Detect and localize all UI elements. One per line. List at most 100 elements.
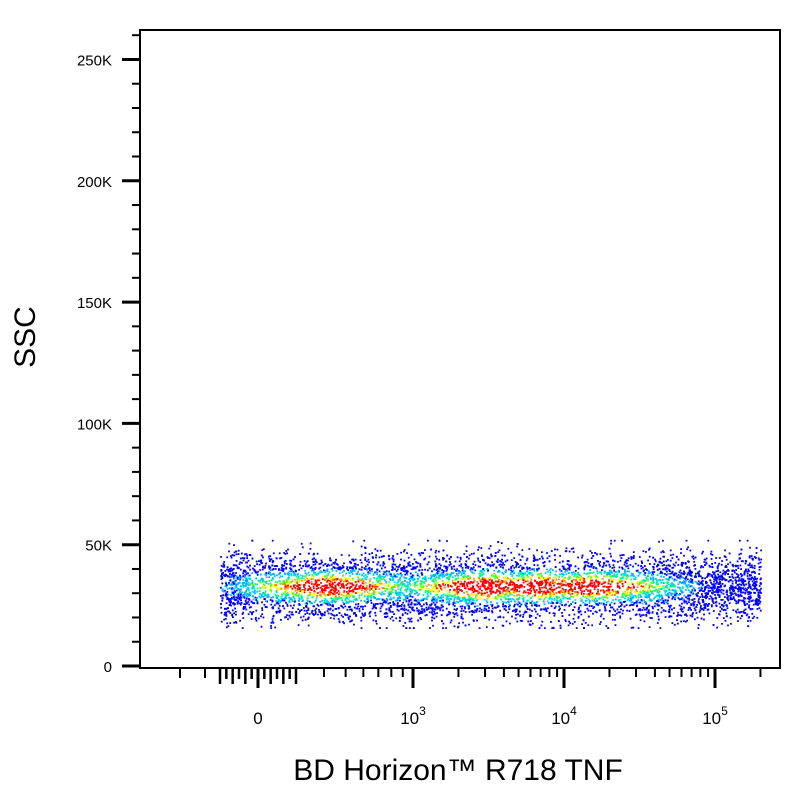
event-point [581,590,583,593]
event-point [288,614,290,617]
event-point [263,567,266,569]
event-point [747,593,750,596]
event-point [462,572,465,575]
event-point [748,555,751,557]
event-point [634,576,637,579]
event-point [639,601,642,604]
event-point [427,607,430,610]
event-point [593,606,596,608]
event-point [294,579,296,581]
event-point [464,606,466,609]
event-point [286,614,288,617]
event-point [397,573,400,576]
event-point [545,596,548,598]
event-point [392,601,395,603]
event-point [231,587,233,590]
event-point [236,567,239,570]
event-point [452,591,454,593]
event-point [637,591,640,593]
event-point [346,614,349,616]
event-point [303,589,306,591]
event-point [287,548,289,551]
event-point [333,598,335,601]
event-point [753,578,755,581]
event-point [496,577,499,579]
event-point [401,614,404,617]
event-point [228,599,230,602]
event-point [518,566,520,569]
event-point [692,557,695,560]
event-point [698,611,701,613]
event-point [582,593,584,596]
event-point [632,556,635,559]
event-point [673,585,676,588]
event-point [656,574,659,576]
event-point [229,612,232,614]
event-point [502,562,504,564]
event-point [664,616,667,618]
event-point [591,579,594,582]
event-point [709,552,712,555]
event-point [688,601,690,604]
event-point [344,577,347,579]
event-point [538,567,540,570]
event-point [435,580,437,582]
event-point [461,617,464,620]
event-point [245,601,248,604]
event-point [450,594,452,597]
event-point [413,583,416,586]
event-point [430,577,432,580]
event-point [665,601,668,603]
event-point [701,582,704,585]
event-point [307,594,309,597]
event-point [519,619,522,622]
event-point [535,605,538,607]
event-point [420,581,423,583]
event-point [326,584,328,587]
event-point [753,567,756,570]
event-point [740,575,743,578]
event-point [740,560,743,563]
event-point [468,623,470,626]
event-point [644,565,646,567]
data-points [220,539,763,629]
event-point [303,591,306,594]
event-point [301,591,303,594]
event-point [378,588,381,590]
event-point [411,596,414,598]
event-point [664,594,667,596]
event-point [274,584,276,586]
event-point [504,571,507,573]
event-point [237,549,240,552]
event-point [628,598,631,600]
event-point [516,574,518,577]
event-point [456,614,459,617]
event-point [751,564,753,567]
event-point [669,572,672,575]
event-point [421,605,423,608]
event-point [725,571,727,574]
event-point [350,620,353,622]
event-point [413,558,416,561]
event-point [404,596,407,598]
event-point [691,615,694,618]
event-point [646,577,649,580]
event-point [397,588,400,591]
event-point [693,560,696,563]
event-point [675,561,677,564]
event-point [445,598,448,601]
event-point [548,598,551,600]
event-point [232,588,235,590]
event-point [569,592,572,595]
event-point [380,605,383,608]
event-point [509,578,512,581]
event-point [434,590,437,593]
event-point [515,608,518,611]
event-point [371,568,373,570]
event-point [232,602,234,605]
event-point [640,614,643,617]
event-point [546,600,549,603]
event-point [262,616,265,619]
event-point [516,613,519,616]
event-point [293,604,295,607]
